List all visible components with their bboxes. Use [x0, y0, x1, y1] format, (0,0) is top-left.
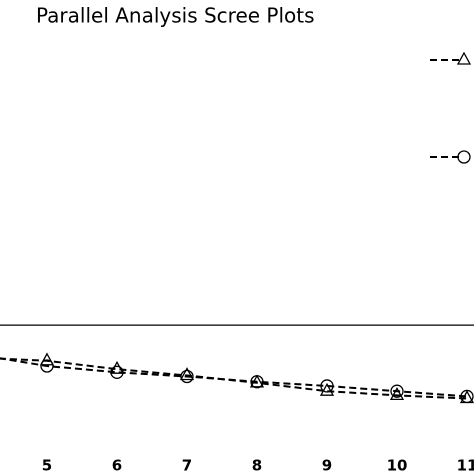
legend-marker — [456, 51, 472, 65]
x-tick-label: 10 — [387, 457, 408, 474]
point — [110, 365, 124, 379]
point — [389, 387, 405, 401]
legend-marker — [457, 150, 471, 164]
point — [40, 359, 54, 373]
point — [320, 379, 334, 393]
point — [179, 367, 195, 381]
point — [180, 369, 194, 384]
series-line — [0, 357, 468, 398]
x-tick-label: 5 — [42, 457, 52, 474]
x-tick-label: 8 — [252, 457, 262, 474]
x-tick-label: 9 — [322, 457, 332, 474]
point — [39, 352, 55, 366]
point — [250, 375, 264, 389]
x-tick-label: 6 — [112, 457, 122, 474]
point — [390, 384, 404, 398]
point — [319, 382, 335, 396]
chart-title: Parallel Analysis Scree Plots — [36, 4, 315, 28]
x-tick-label: 7 — [182, 457, 192, 474]
point — [460, 389, 474, 404]
x-tick-label: 11 — [457, 457, 474, 474]
